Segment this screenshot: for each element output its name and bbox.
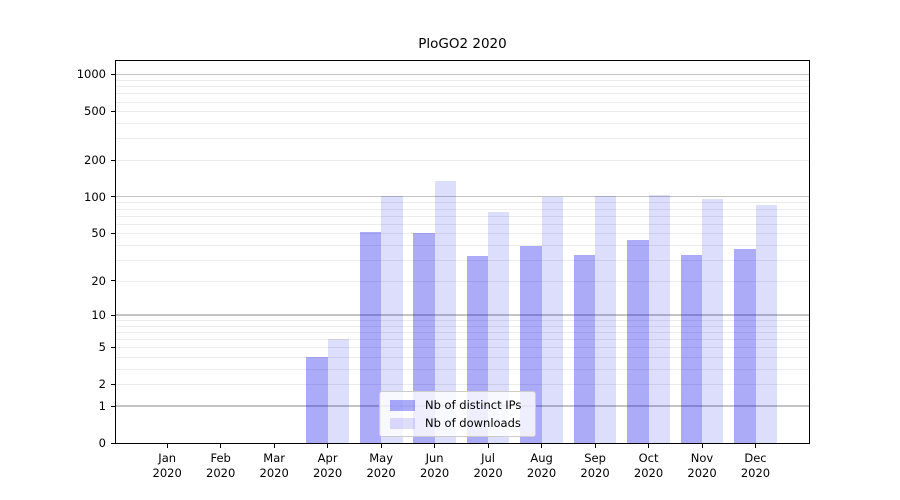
gridline-major — [116, 196, 809, 198]
gridline-minor — [116, 101, 809, 103]
legend-label-downloads: Nb of downloads — [425, 416, 521, 430]
gridline-minor — [116, 138, 809, 140]
x-tick-label-nov-2020: Nov 2020 — [687, 451, 717, 480]
gridline-minor — [116, 86, 809, 88]
legend: Nb of distinct IPs Nb of downloads — [379, 391, 537, 437]
legend-item-downloads: Nb of downloads — [390, 416, 521, 430]
gridline-minor — [116, 208, 809, 210]
bar-downloads-jun — [434, 181, 456, 443]
x-tick-label-may-2020: May 2020 — [366, 451, 396, 480]
x-tick-label-sep-2020: Sep 2020 — [580, 451, 610, 480]
legend-item-distinct-ips: Nb of distinct IPs — [390, 398, 521, 412]
gridline-minor — [116, 79, 809, 81]
gridline-minor — [116, 244, 809, 246]
bar-ips-dec — [734, 248, 756, 443]
gridline-minor — [116, 347, 809, 349]
x-tick-mark — [220, 444, 222, 448]
y-tick-mark — [111, 280, 115, 282]
gridline-minor — [116, 160, 809, 162]
bar-ips-apr — [306, 357, 328, 443]
x-tick-label-oct-2020: Oct 2020 — [633, 451, 664, 480]
y-tick-mark — [111, 110, 115, 112]
y-tick-mark — [111, 346, 115, 348]
bar-ips-nov — [680, 254, 703, 443]
x-tick-label-mar-2020: Mar 2020 — [259, 451, 289, 480]
x-tick-mark — [380, 444, 382, 448]
y-tick-label-50: 50 — [91, 226, 106, 241]
x-tick-mark — [755, 444, 756, 448]
gridline-minor — [116, 280, 809, 282]
gridline-minor — [116, 223, 809, 225]
gridline-minor — [116, 339, 809, 341]
legend-swatch-distinct-ips — [390, 399, 415, 411]
x-tick-label-dec-2020: Dec 2020 — [740, 451, 771, 480]
y-tick-label-1000: 1000 — [76, 67, 106, 82]
legend-label-distinct-ips: Nb of distinct IPs — [425, 398, 522, 412]
bar-downloads-may — [381, 196, 403, 443]
y-tick-label-100: 100 — [84, 189, 106, 204]
gridline-minor — [116, 320, 809, 322]
x-tick-mark — [434, 444, 436, 448]
x-tick-mark — [166, 444, 168, 448]
y-tick-label-500: 500 — [84, 104, 106, 119]
bar-ips-jun — [413, 233, 435, 443]
y-tick-label-200: 200 — [84, 153, 106, 168]
y-tick-mark — [111, 405, 115, 407]
y-tick-label-5: 5 — [98, 340, 106, 355]
x-tick-label-aug-2020: Aug 2020 — [526, 451, 557, 480]
x-tick-label-apr-2020: Apr 2020 — [312, 451, 343, 480]
bar-ips-oct — [627, 239, 649, 443]
gridline-minor — [116, 369, 809, 371]
gridline-minor — [116, 123, 809, 125]
x-tick-mark — [273, 444, 275, 448]
gridline-minor — [116, 202, 809, 204]
x-tick-label-feb-2020: Feb 2020 — [206, 451, 236, 480]
x-tick-mark — [487, 444, 489, 448]
gridline-minor — [116, 332, 809, 334]
x-tick-label-jul-2020: Jul 2020 — [473, 451, 503, 480]
y-tick-label-2: 2 — [98, 377, 106, 392]
x-tick-mark — [648, 444, 650, 448]
gridline-minor — [116, 325, 809, 327]
y-tick-mark — [111, 196, 115, 198]
plot-area: Nb of distinct IPs Nb of downloads — [115, 60, 810, 444]
gridline-minor — [116, 111, 809, 113]
bar-downloads-apr — [327, 339, 350, 443]
bar-downloads-dec — [755, 205, 777, 443]
legend-swatch-downloads — [390, 417, 415, 429]
gridline-minor — [116, 384, 809, 386]
gridline-minor — [116, 93, 809, 95]
y-tick-label-1: 1 — [98, 399, 106, 413]
y-tick-mark — [111, 442, 115, 444]
y-tick-label-10: 10 — [91, 308, 106, 323]
bar-downloads-oct — [648, 194, 670, 443]
x-tick-label-jan-2020: Jan 2020 — [152, 451, 182, 480]
chart-title: PloGO2 2020 — [418, 36, 507, 52]
x-tick-mark — [594, 444, 596, 448]
gridline-major — [116, 73, 809, 76]
bar-ips-may — [359, 232, 382, 443]
x-tick-mark — [327, 444, 329, 448]
y-tick-mark — [111, 73, 115, 75]
y-tick-mark — [111, 159, 115, 161]
gridline-major — [116, 314, 809, 316]
x-tick-mark — [541, 444, 543, 448]
gridline-minor — [116, 215, 809, 217]
x-tick-label-jun-2020: Jun 2020 — [419, 451, 450, 480]
bar-ips-sep — [573, 254, 596, 443]
gridline-minor — [116, 357, 809, 359]
bar-downloads-aug — [541, 196, 563, 443]
y-tick-label-0: 0 — [98, 436, 106, 450]
gridline-minor — [116, 233, 809, 235]
bar-downloads-sep — [595, 195, 617, 443]
bar-downloads-nov — [702, 199, 724, 443]
y-tick-mark — [111, 314, 115, 316]
y-tick-label-20: 20 — [91, 273, 106, 288]
y-tick-mark — [111, 383, 115, 385]
y-tick-mark — [111, 232, 115, 234]
x-tick-mark — [701, 444, 703, 448]
bar-downloads-jul — [488, 211, 510, 443]
gridline-minor — [116, 259, 809, 261]
